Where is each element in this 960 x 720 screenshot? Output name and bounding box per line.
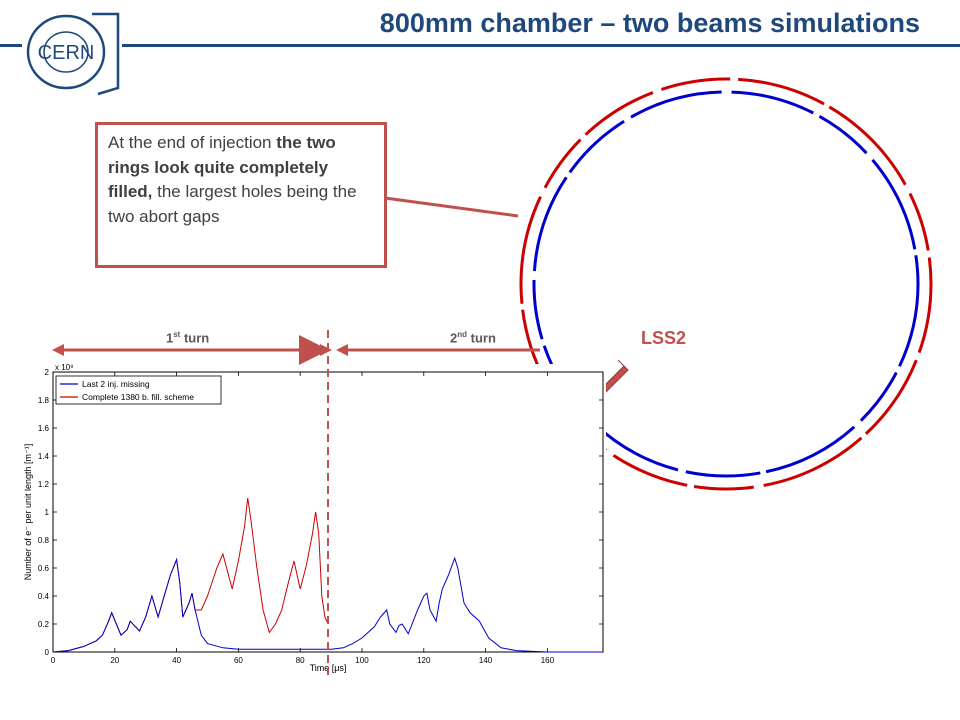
x-tick-label: 60 xyxy=(234,656,243,665)
legend-label-red: Complete 1380 b. fill. scheme xyxy=(82,392,194,402)
title-rule-right xyxy=(122,44,960,47)
turn1-arrowhead-left xyxy=(52,344,64,356)
x-axis: 0 20 40 60 80 100 120 140 160 xyxy=(51,372,555,665)
turn1-label: 1st turn xyxy=(166,330,210,346)
cern-logo-tail xyxy=(92,12,120,96)
y-axis-label: Number of e⁻ per unit length [m⁻¹] xyxy=(23,444,33,581)
x-tick-label: 100 xyxy=(355,656,369,665)
cern-logo-ring xyxy=(26,14,106,90)
y-tick-label: 1.8 xyxy=(38,396,50,405)
title-rule-left xyxy=(0,44,22,47)
legend: Last 2 inj. missing Complete 1380 b. fil… xyxy=(55,375,222,405)
x-tick-label: 140 xyxy=(479,656,493,665)
y-tick-label: 1.4 xyxy=(38,452,50,461)
y-tick-label: 0.6 xyxy=(38,564,50,573)
x-tick-label: 0 xyxy=(51,656,56,665)
turn2-arrowhead-left xyxy=(336,344,348,356)
cern-logo-text: CERN xyxy=(38,42,95,64)
callout-text-bold: the two rings look quite completely fill… xyxy=(108,133,336,201)
beam-rings xyxy=(519,77,933,491)
callout-text-3: the largest holes being the two abort ga… xyxy=(108,182,357,226)
x-tick-label: 20 xyxy=(110,656,119,665)
x-tick-label: 160 xyxy=(541,656,555,665)
legend-box xyxy=(55,375,222,405)
turn2-label: 2nd turn xyxy=(450,330,496,346)
y-tick-label: 1 xyxy=(45,508,50,517)
legend-label-blue: Last 2 inj. missing xyxy=(82,379,150,389)
turn1-arrowhead-right xyxy=(320,344,332,356)
lss2-label: LSS2 xyxy=(641,328,687,348)
y-tick-label: 0.2 xyxy=(38,620,50,629)
series-line-blue xyxy=(52,556,603,653)
cern-logo-inner-ring xyxy=(43,31,89,73)
y-multiplier: x 10⁹ xyxy=(55,363,74,372)
series-lines xyxy=(52,497,603,653)
y-tick-label: 0 xyxy=(45,648,50,657)
x-tick-label: 80 xyxy=(296,656,305,665)
cern-logo: CERN xyxy=(26,12,120,96)
y-axis: 0 0.2 0.4 0.6 0.8 1 1.2 1.4 1.6 1.8 2 xyxy=(38,368,603,657)
x-tick-label: 40 xyxy=(172,656,181,665)
y-tick-label: 2 xyxy=(45,368,50,377)
slide-title: 800mm chamber – two beams simulations xyxy=(379,8,920,38)
callout-box: At the end of injection the two rings lo… xyxy=(95,122,387,268)
y-tick-label: 1.2 xyxy=(38,480,50,489)
callout-text-1: At the end of injection xyxy=(108,133,277,152)
red-ring xyxy=(519,77,933,491)
x-tick-label: 120 xyxy=(417,656,431,665)
blue-ring xyxy=(532,90,920,478)
y-tick-label: 1.6 xyxy=(38,424,50,433)
y-tick-label: 0.8 xyxy=(38,536,50,545)
y-tick-label: 0.4 xyxy=(38,592,50,601)
callout-arrow xyxy=(384,196,519,218)
